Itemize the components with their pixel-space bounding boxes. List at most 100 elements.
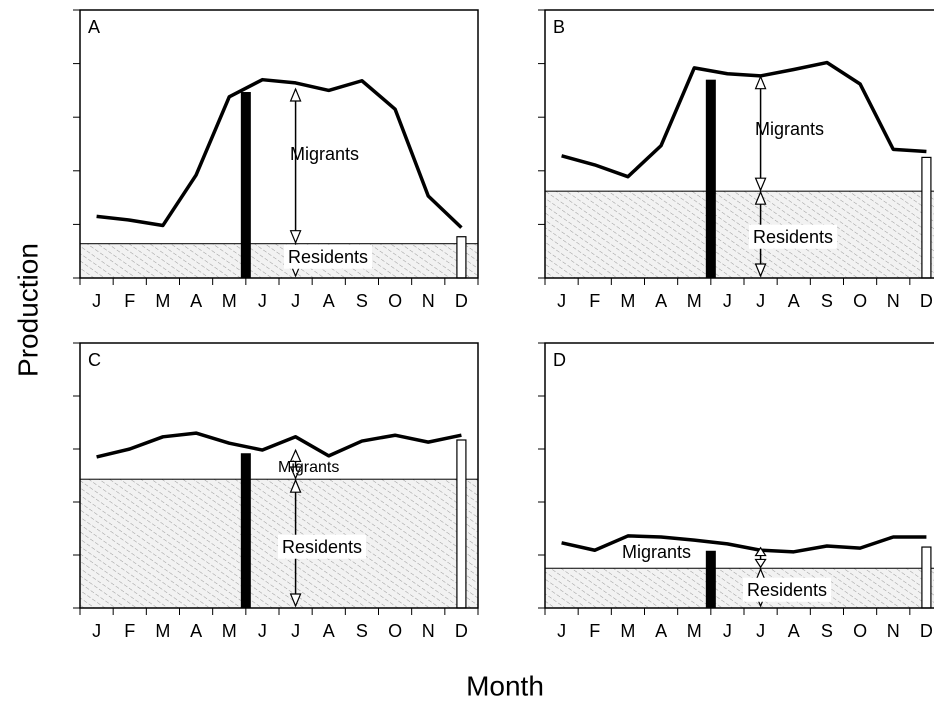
residents-label: Residents bbox=[282, 537, 362, 557]
migrants-label: Migrants bbox=[290, 144, 359, 164]
x-tick-label: D bbox=[455, 291, 468, 311]
x-tick-label: F bbox=[589, 621, 600, 641]
x-tick-label: S bbox=[821, 621, 833, 641]
production-line bbox=[96, 77, 463, 229]
migrants-arrow-part bbox=[289, 87, 302, 102]
x-tick-label: J bbox=[723, 291, 732, 311]
residents-label-bg bbox=[278, 534, 367, 559]
total-bar bbox=[705, 79, 716, 279]
x-tick-label: J bbox=[92, 621, 101, 641]
total-bar bbox=[705, 550, 716, 608]
migrants-label: Migrants bbox=[755, 119, 824, 139]
x-tick-label: A bbox=[655, 291, 667, 311]
december-bar bbox=[921, 546, 932, 609]
x-tick-label: D bbox=[920, 291, 933, 311]
migrants-arrow-part bbox=[754, 75, 767, 90]
migrants-arrow bbox=[754, 75, 767, 192]
migrants-arrow bbox=[754, 546, 767, 569]
x-tick-label: J bbox=[291, 291, 300, 311]
x-tick-label: A bbox=[190, 291, 202, 311]
migrants-arrow-part bbox=[289, 448, 302, 463]
migrants-arrow-part bbox=[754, 546, 767, 557]
x-tick-label: J bbox=[557, 291, 566, 311]
x-tick-label: A bbox=[788, 621, 800, 641]
plot-frame bbox=[544, 9, 934, 279]
x-tick-label: J bbox=[557, 621, 566, 641]
x-tick-label: D bbox=[920, 621, 933, 641]
migrants-arrow-part bbox=[289, 230, 302, 245]
residents-arrow-part bbox=[289, 478, 302, 493]
x-tick-label: M bbox=[687, 621, 702, 641]
plot-area bbox=[545, 343, 934, 608]
x-tick-label: J bbox=[756, 621, 765, 641]
migrants-arrow-part bbox=[289, 466, 302, 480]
x-tick-label: S bbox=[356, 291, 368, 311]
production-line bbox=[561, 60, 927, 179]
x-tick-label: S bbox=[356, 621, 368, 641]
x-tick-label: D bbox=[455, 621, 468, 641]
x-tick-label: J bbox=[92, 291, 101, 311]
plot-frame bbox=[544, 342, 934, 609]
x-tick-label: A bbox=[655, 621, 667, 641]
x-tick-label: M bbox=[222, 621, 237, 641]
x-tick-label: J bbox=[756, 291, 765, 311]
residents-label: Residents bbox=[753, 227, 833, 247]
panel-label: B bbox=[553, 17, 565, 37]
x-tick-label: J bbox=[723, 621, 732, 641]
panel-label: A bbox=[88, 17, 100, 37]
x-tick-label: N bbox=[887, 291, 900, 311]
x-tick-label: S bbox=[821, 291, 833, 311]
x-tick-label: A bbox=[323, 291, 335, 311]
migrants-label: Migrants bbox=[278, 459, 339, 476]
x-tick-label: O bbox=[853, 621, 867, 641]
december-bar bbox=[921, 156, 932, 279]
residents-label-bg bbox=[284, 244, 373, 269]
x-tick-label: J bbox=[291, 621, 300, 641]
residents-arrow-part bbox=[754, 263, 767, 278]
x-tick-label: F bbox=[589, 291, 600, 311]
x-tick-label: A bbox=[190, 621, 202, 641]
x-tick-label: O bbox=[853, 291, 867, 311]
x-tick-label: N bbox=[887, 621, 900, 641]
x-tick-label: A bbox=[788, 291, 800, 311]
x-tick-label: A bbox=[323, 621, 335, 641]
x-axis-label: Month bbox=[466, 670, 544, 701]
panel-label: D bbox=[553, 350, 566, 370]
x-tick-label: M bbox=[222, 291, 237, 311]
residents-area bbox=[544, 190, 934, 279]
x-tick-label: O bbox=[388, 621, 402, 641]
x-tick-label: J bbox=[258, 621, 267, 641]
x-tick-label: M bbox=[155, 291, 170, 311]
y-axis-label: Production bbox=[12, 243, 43, 377]
x-tick-label: N bbox=[422, 291, 435, 311]
x-tick-label: M bbox=[687, 291, 702, 311]
residents-label-bg bbox=[743, 577, 832, 602]
migrants-label: Migrants bbox=[622, 542, 691, 562]
total-bar bbox=[240, 92, 251, 279]
residents-arrow-part bbox=[754, 190, 767, 205]
migrants-arrow bbox=[289, 448, 302, 480]
total-bar bbox=[240, 453, 251, 608]
residents-label-bg bbox=[749, 224, 838, 249]
plot-frame bbox=[79, 342, 479, 609]
x-tick-label: M bbox=[155, 621, 170, 641]
migrants-arrow-part bbox=[754, 177, 767, 192]
residents-arrow-part bbox=[289, 593, 302, 608]
residents-label: Residents bbox=[288, 247, 368, 267]
x-tick-label: M bbox=[620, 291, 635, 311]
december-bar bbox=[456, 439, 467, 609]
residents-area bbox=[544, 567, 934, 609]
x-tick-label: J bbox=[258, 291, 267, 311]
x-tick-label: O bbox=[388, 291, 402, 311]
x-tick-label: M bbox=[620, 621, 635, 641]
x-tick-label: N bbox=[422, 621, 435, 641]
panel-label: C bbox=[88, 350, 101, 370]
plot-frame bbox=[79, 9, 479, 279]
production-line bbox=[96, 431, 462, 459]
production-line bbox=[561, 534, 927, 554]
december-bar bbox=[456, 236, 467, 279]
x-tick-label: F bbox=[124, 621, 135, 641]
residents-label: Residents bbox=[747, 580, 827, 600]
plot-area bbox=[80, 10, 478, 278]
